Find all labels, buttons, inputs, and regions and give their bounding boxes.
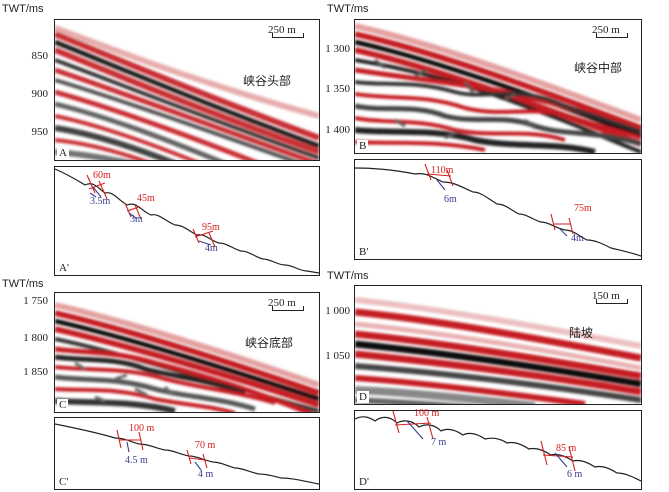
- region-label-a: 峡谷头部: [243, 74, 292, 88]
- scale-bar-b: 250 m: [592, 24, 628, 38]
- profile-panel-c-prime: C': [54, 417, 320, 490]
- scale-label-d: 150 m: [592, 290, 620, 302]
- tick-d-1: 1 000: [325, 305, 350, 317]
- profile-panel-d-prime: D': [354, 410, 642, 490]
- seismic-panel-d: D: [354, 285, 642, 405]
- panel-letter-a-prime: A': [57, 262, 71, 274]
- scale-bar-c: 250 m: [268, 297, 304, 311]
- panel-letter-b: B: [357, 140, 369, 152]
- panel-letter-c-prime: C': [57, 476, 71, 488]
- panel-letter-a: A: [57, 147, 69, 159]
- panel-letter-d-prime: D': [357, 476, 371, 488]
- height-b-2: 4m: [571, 233, 584, 244]
- tick-b-2: 1 350: [325, 83, 350, 95]
- region-label-d: 陆坡: [569, 326, 594, 340]
- unit-label-d: TWT/ms: [327, 270, 369, 282]
- scale-bar-d: 150 m: [592, 290, 628, 304]
- wavelength-a-2: 45m: [137, 193, 155, 204]
- height-c-1: 4.5 m: [125, 455, 148, 466]
- tick-a-1: 850: [31, 50, 49, 62]
- wavelength-a-3: 95m: [202, 222, 220, 233]
- height-a-1: 3.5m: [90, 196, 111, 207]
- region-label-b: 峡谷中部: [574, 61, 623, 75]
- tick-a-3: 950: [31, 126, 49, 138]
- height-c-2: 4 m: [198, 469, 214, 480]
- scale-label-a: 250 m: [268, 24, 296, 36]
- wavelength-b-1: 110m: [431, 165, 454, 176]
- region-label-c: 峡谷底部: [245, 336, 294, 350]
- wavelength-c-1: 100 m: [129, 423, 155, 434]
- tick-c-3: 1 850: [23, 366, 48, 378]
- height-a-3: 4m: [205, 243, 218, 254]
- wavelength-d-1: 100 m: [414, 408, 440, 419]
- seismic-panel-a: A: [54, 19, 320, 161]
- unit-label-c: TWT/ms: [2, 278, 44, 290]
- wavelength-d-2: 85 m: [556, 443, 577, 454]
- height-b-1: 6m: [444, 194, 457, 205]
- wavelength-b-2: 75m: [574, 203, 592, 214]
- seismic-panel-b: B: [354, 19, 642, 154]
- height-d-1: 7 m: [431, 437, 447, 448]
- scale-label-b: 250 m: [592, 24, 620, 36]
- unit-label-b: TWT/ms: [327, 3, 369, 15]
- unit-label-a: TWT/ms: [2, 3, 44, 15]
- height-d-2: 6 m: [567, 469, 583, 480]
- tick-d-2: 1 050: [325, 350, 350, 362]
- tick-b-1: 1 300: [325, 43, 350, 55]
- seismic-panel-c: C: [54, 292, 320, 413]
- scale-bar-a: 250 m: [268, 24, 304, 38]
- scale-label-c: 250 m: [268, 297, 296, 309]
- height-a-2: 3m: [130, 214, 143, 225]
- panel-letter-c: C: [57, 399, 69, 411]
- tick-a-2: 900: [31, 88, 49, 100]
- profile-panel-b-prime: B': [354, 159, 642, 260]
- tick-b-3: 1 400: [325, 124, 350, 136]
- tick-c-2: 1 800: [23, 332, 48, 344]
- wavelength-c-2: 70 m: [195, 440, 216, 451]
- tick-c-1: 1 750: [23, 295, 48, 307]
- panel-letter-d: D: [357, 391, 369, 403]
- profile-panel-a-prime: A': [54, 166, 320, 276]
- panel-letter-b-prime: B': [357, 246, 371, 258]
- wavelength-a-1: 60m: [93, 170, 111, 181]
